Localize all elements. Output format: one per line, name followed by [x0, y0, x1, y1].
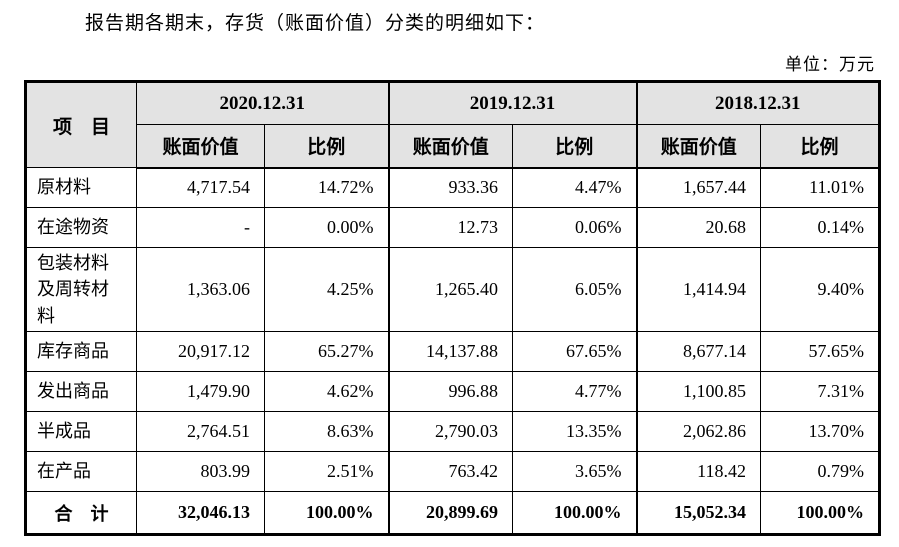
cell-2019-ratio: 4.47%: [512, 167, 637, 208]
cell-2018-value: 1,657.44: [635, 167, 761, 208]
cell-2018-ratio: 57.65%: [760, 331, 880, 372]
row-label: 发出商品: [25, 371, 137, 412]
cell-2020-ratio: 4.62%: [264, 371, 389, 412]
cell-2020-ratio: 4.25%: [264, 247, 389, 332]
total-2018-ratio: 100.00%: [760, 491, 880, 535]
document-title: 报告期各期末，存货（账面价值）分类的明细如下：: [85, 13, 546, 34]
cell-2020-value: 20,917.12: [136, 331, 265, 372]
cell-2019-value: 996.88: [387, 371, 513, 412]
cell-2018-ratio: 7.31%: [760, 371, 880, 412]
header-period-2019: 2019.12.31: [387, 81, 637, 125]
total-2020-value: 32,046.13: [136, 491, 265, 535]
table-row-goods-shipped: 发出商品 1,479.90 4.62% 996.88 4.77% 1,100.8…: [25, 371, 880, 412]
table-row-goods-in-transit: 在途物资 - 0.00% 12.73 0.06% 20.68 0.14%: [25, 207, 880, 248]
cell-2018-ratio: 0.79%: [760, 451, 880, 492]
header-2018-book-value: 账面价值: [635, 124, 761, 169]
cell-2018-value: 1,414.94: [635, 247, 761, 332]
table-row-total: 合 计 32,046.13 100.00% 20,899.69 100.00% …: [25, 491, 880, 535]
table-row-raw-materials: 原材料 4,717.54 14.72% 933.36 4.47% 1,657.4…: [25, 167, 880, 208]
cell-2019-ratio: 6.05%: [512, 247, 637, 332]
header-item: 项 目: [25, 81, 137, 168]
cell-2019-value: 1,265.40: [387, 247, 513, 332]
header-row-periods: 项 目 2020.12.31 2019.12.31 2018.12.31: [25, 81, 880, 168]
cell-2019-value: 2,790.03: [387, 411, 513, 452]
cell-2020-value: 2,764.51: [136, 411, 265, 452]
cell-2019-value: 12.73: [387, 207, 513, 248]
table-row-packaging-materials: 包装材料及周转材料 1,363.06 4.25% 1,265.40 6.05% …: [25, 247, 880, 332]
row-label: 在途物资: [25, 207, 137, 248]
cell-2018-ratio: 13.70%: [760, 411, 880, 452]
header-row-subcolumns: 账面价值 比例 账面价值 比例 账面价值 比例: [26, 124, 880, 169]
cell-2018-value: 1,100.85: [635, 371, 761, 412]
total-2018-value: 15,052.34: [635, 491, 761, 535]
header-2019-book-value: 账面价值: [387, 124, 513, 169]
cell-2020-value: 4,717.54: [136, 167, 265, 208]
table-row-finished-goods-in-stock: 库存商品 20,917.12 65.27% 14,137.88 67.65% 8…: [25, 331, 880, 372]
cell-2020-value: -: [136, 207, 265, 248]
cell-2018-value: 8,677.14: [635, 331, 761, 372]
header-2020-book-value: 账面价值: [136, 124, 265, 169]
cell-2020-value: 803.99: [136, 451, 265, 492]
cell-2020-ratio: 65.27%: [264, 331, 389, 372]
cell-2020-value: 1,363.06: [136, 247, 265, 332]
cell-2019-ratio: 13.35%: [512, 411, 637, 452]
cell-2018-value: 20.68: [635, 207, 761, 248]
cell-2019-value: 14,137.88: [387, 331, 513, 372]
header-2019-ratio: 比例: [512, 124, 637, 169]
total-2020-ratio: 100.00%: [264, 491, 389, 535]
header-period-2020: 2020.12.31: [136, 81, 389, 125]
cell-2020-ratio: 0.00%: [264, 207, 389, 248]
cell-2019-ratio: 3.65%: [512, 451, 637, 492]
cell-2018-ratio: 0.14%: [760, 207, 880, 248]
cell-2018-ratio: 11.01%: [760, 167, 880, 208]
total-2019-ratio: 100.00%: [512, 491, 637, 535]
cell-2019-ratio: 67.65%: [512, 331, 637, 372]
total-label: 合 计: [25, 491, 137, 535]
row-label: 原材料: [25, 167, 137, 208]
cell-2018-value: 2,062.86: [635, 411, 761, 452]
row-label: 库存商品: [25, 331, 137, 372]
table-row-work-in-progress: 在产品 803.99 2.51% 763.42 3.65% 118.42 0.7…: [25, 451, 880, 492]
header-period-2018: 2018.12.31: [635, 81, 880, 125]
cell-2019-value: 763.42: [387, 451, 513, 492]
total-2019-value: 20,899.69: [387, 491, 513, 535]
cell-2019-value: 933.36: [387, 167, 513, 208]
table-row-semi-finished-goods: 半成品 2,764.51 8.63% 2,790.03 13.35% 2,062…: [25, 411, 880, 452]
cell-2020-ratio: 8.63%: [264, 411, 389, 452]
cell-2020-ratio: 2.51%: [264, 451, 389, 492]
row-label: 包装材料及周转材料: [25, 247, 137, 332]
row-label: 半成品: [25, 411, 137, 452]
row-label: 在产品: [25, 451, 137, 492]
header-2018-ratio: 比例: [760, 124, 880, 169]
cell-2018-value: 118.42: [635, 451, 761, 492]
cell-2020-value: 1,479.90: [136, 371, 265, 412]
header-2020-ratio: 比例: [264, 124, 389, 169]
cell-2018-ratio: 9.40%: [760, 247, 880, 332]
cell-2019-ratio: 4.77%: [512, 371, 637, 412]
unit-label: 单位：万元: [785, 55, 875, 74]
cell-2020-ratio: 14.72%: [264, 167, 389, 208]
cell-2019-ratio: 0.06%: [512, 207, 637, 248]
inventory-table: 项 目 2020.12.31 2019.12.31 2018.12.31 账面价…: [24, 80, 881, 536]
